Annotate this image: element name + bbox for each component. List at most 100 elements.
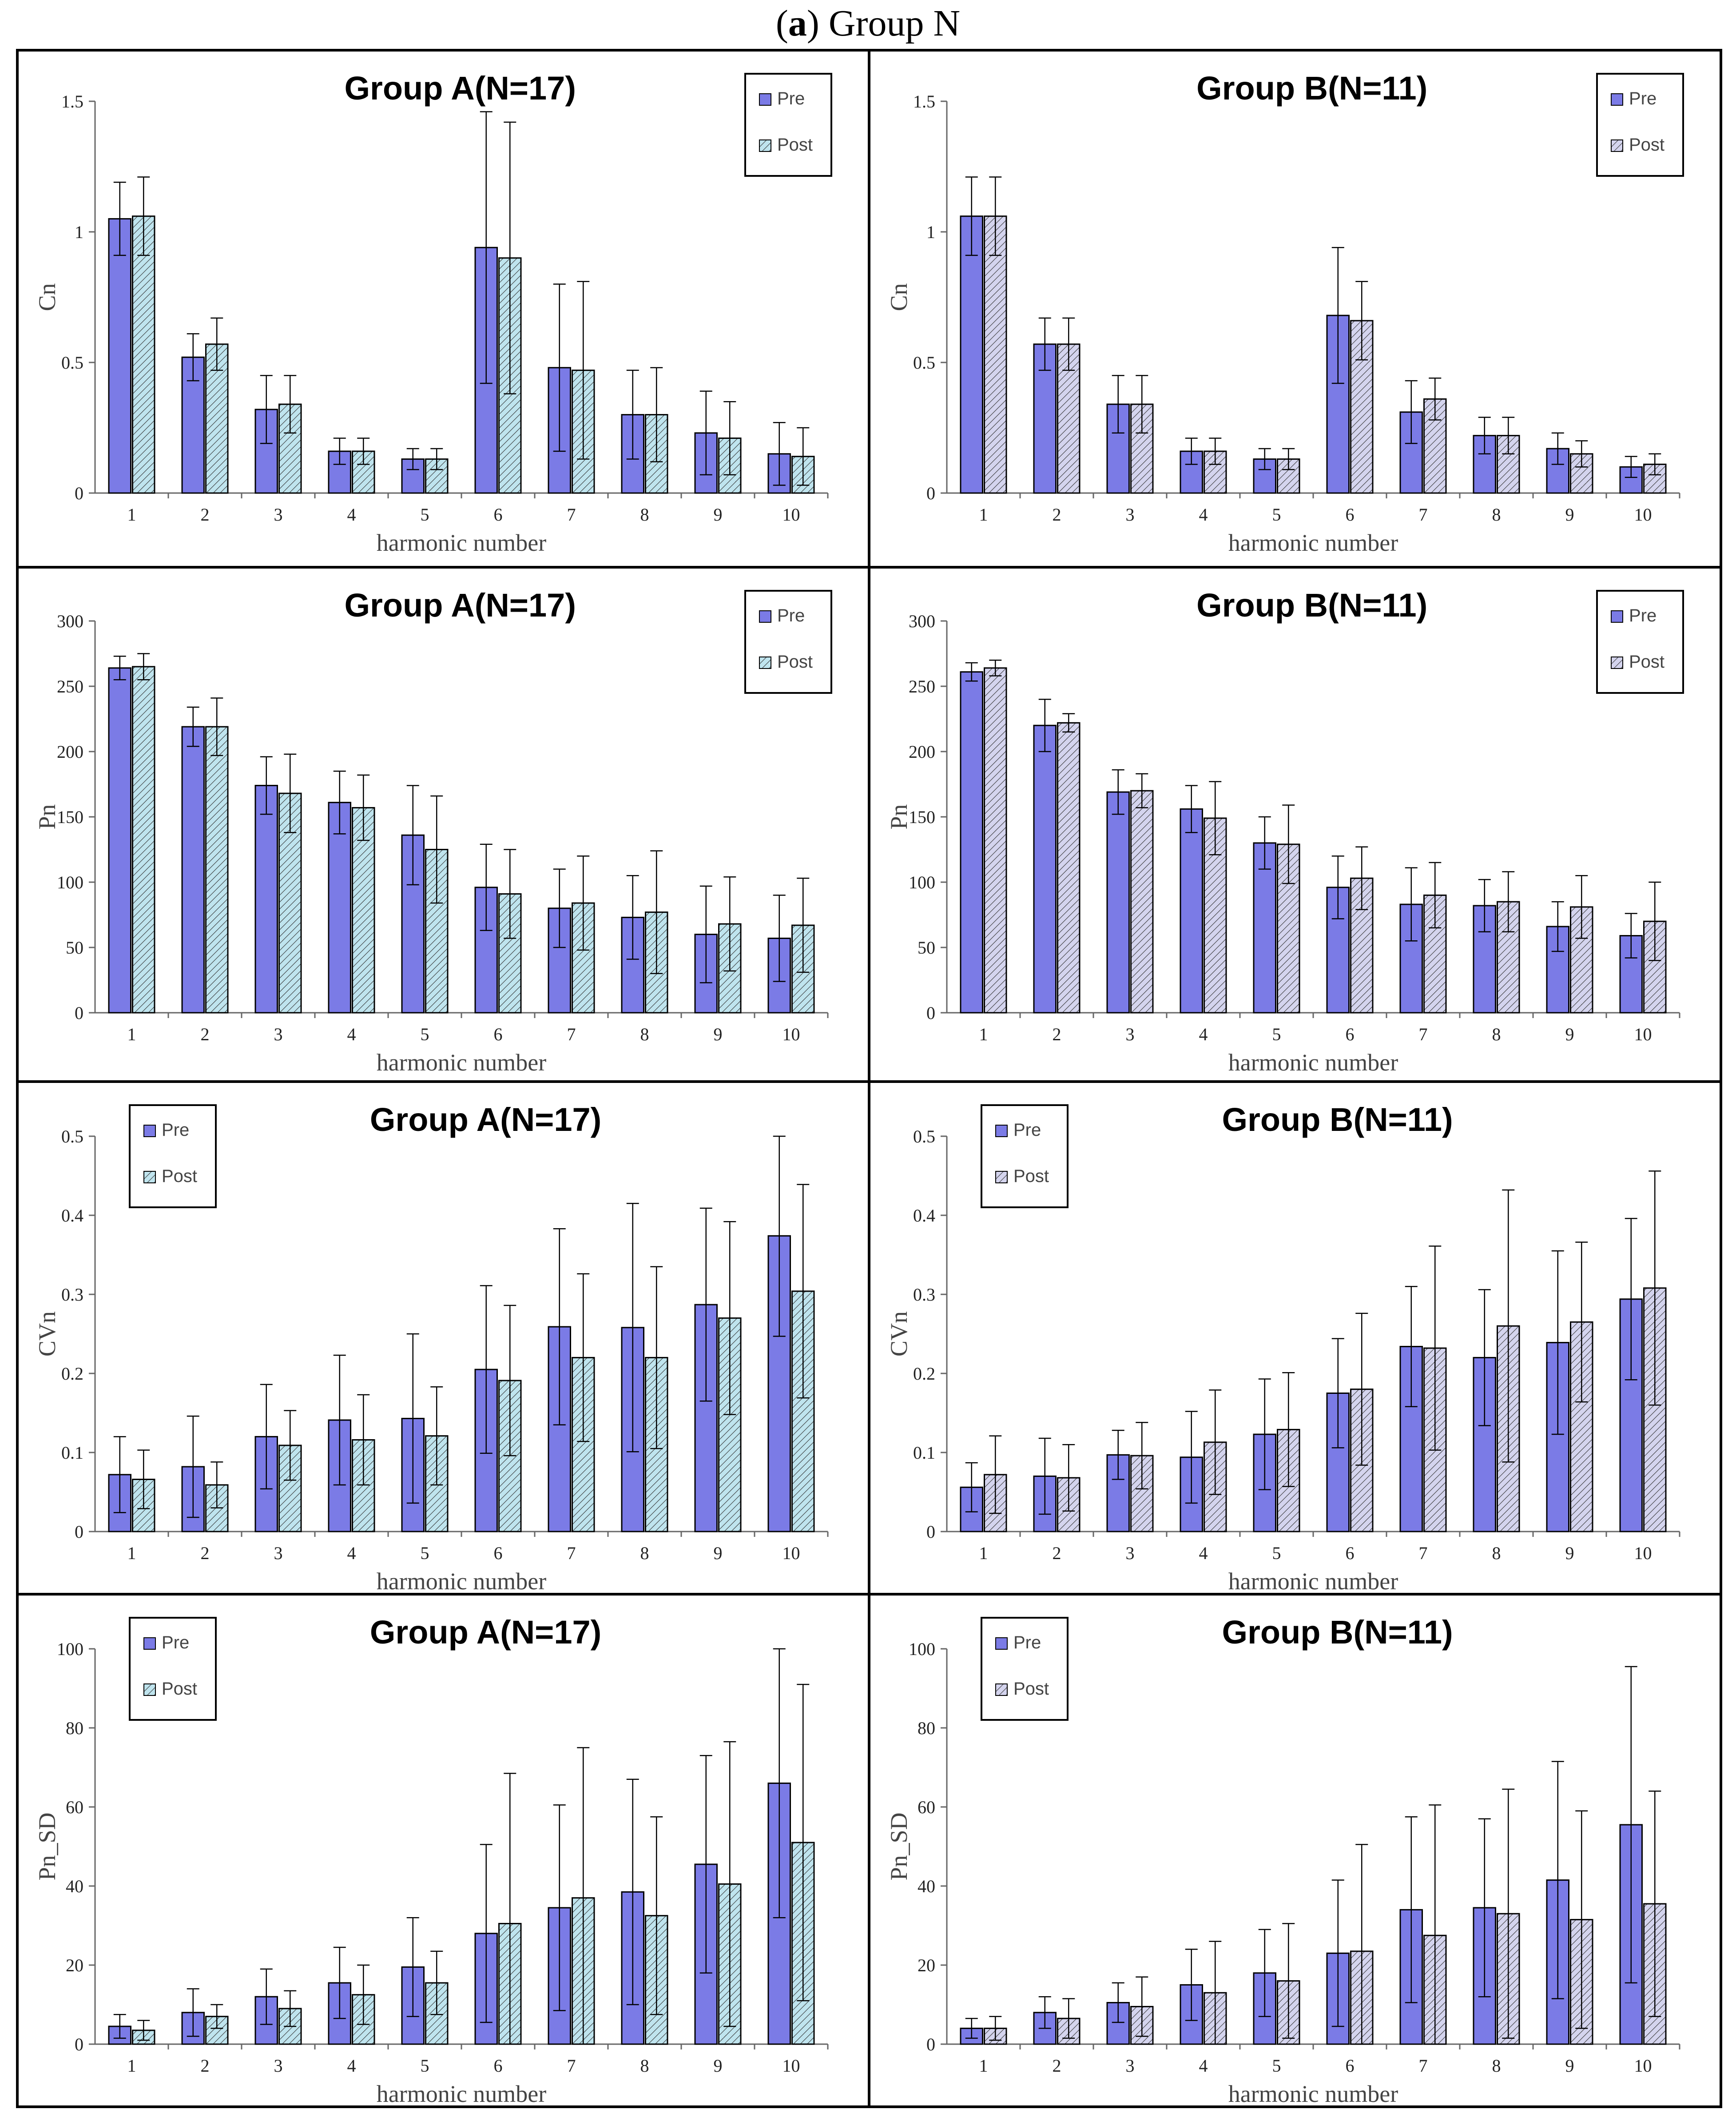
y-tick-label: 0.3 xyxy=(913,1285,935,1305)
x-tick-label: 10 xyxy=(783,1543,800,1563)
legend-swatch-pre xyxy=(759,610,771,623)
pre-bar xyxy=(1253,842,1276,1014)
legend-swatch-pre xyxy=(1611,93,1623,106)
x-tick-label: 3 xyxy=(274,1024,283,1044)
x-tick-label: 5 xyxy=(1272,505,1281,525)
y-axis-label: Pn xyxy=(34,804,60,829)
x-tick-label: 6 xyxy=(1346,2056,1355,2076)
x-tick-label: 10 xyxy=(783,505,800,525)
x-tick-label: 9 xyxy=(714,505,723,525)
x-tick-label: 9 xyxy=(1565,1024,1574,1044)
x-tick-label: 10 xyxy=(783,2056,800,2076)
x-tick-label: 10 xyxy=(783,1024,800,1044)
y-tick-label: 0 xyxy=(75,1003,83,1023)
pre-bar xyxy=(401,1966,425,2045)
legend-label-pre: Pre xyxy=(777,89,805,108)
y-tick-label: 40 xyxy=(918,1876,935,1896)
x-tick-label: 7 xyxy=(1419,1024,1428,1044)
post-bar xyxy=(1643,1287,1667,1532)
post-bar xyxy=(132,666,155,1014)
pre-bar xyxy=(1180,808,1203,1014)
y-tick-label: 0 xyxy=(75,483,83,503)
chart-title: Group A(N=17) xyxy=(370,1614,601,1651)
x-tick-label: 9 xyxy=(1565,505,1574,525)
x-axis-label: harmonic number xyxy=(1228,1568,1398,1593)
y-tick-label: 250 xyxy=(909,676,935,696)
x-tick-label: 10 xyxy=(1634,1024,1652,1044)
y-tick-label: 0 xyxy=(926,2034,935,2054)
legend-label-post: Post xyxy=(1013,1166,1049,1186)
chart-panel-cn-group-a: 0 0.5 1 1.5 1 2 3 4 5 6 7 8 9 10 harmonic number Cn Grou… xyxy=(16,49,870,569)
y-axis-label: Pn xyxy=(886,804,912,829)
y-tick-label: 0.5 xyxy=(913,353,935,373)
chart-panel-cvn-group-a: 0 0.1 0.2 0.3 0.4 0.5 1 2 3 4 5 6 7 8 9 10 harmonic numb… xyxy=(16,1080,870,1596)
x-tick-label: 9 xyxy=(714,2056,723,2076)
y-axis-label: Cn xyxy=(886,283,912,311)
legend-box xyxy=(981,1617,1069,1721)
post-bar xyxy=(205,726,229,1014)
y-tick-label: 40 xyxy=(66,1876,83,1896)
legend-swatch-post xyxy=(1611,657,1623,669)
pre-bar xyxy=(1326,314,1350,494)
x-tick-label: 8 xyxy=(640,1024,649,1044)
legend-swatch-post xyxy=(143,1171,156,1183)
x-tick-label: 6 xyxy=(494,505,503,525)
pre-bar xyxy=(960,215,983,494)
chart-svg: 0 0.1 0.2 0.3 0.4 0.5 1 2 3 4 5 6 7 8 9 10 harmonic numb… xyxy=(886,1101,1680,1593)
x-tick-label: 4 xyxy=(347,2056,356,2076)
y-axis-label: Cn xyxy=(34,283,60,311)
chart-title: Group A(N=17) xyxy=(345,70,576,107)
legend-label-post: Post xyxy=(162,1166,197,1186)
y-tick-label: 300 xyxy=(57,611,83,631)
x-tick-label: 1 xyxy=(979,1543,988,1563)
chart-svg: 0 50 100 150 200 250 300 1 2 3 4 5 6 7 8 9 10 harmonic nu… xyxy=(34,587,832,1076)
y-tick-label: 100 xyxy=(57,872,83,892)
y-tick-label: 0 xyxy=(926,483,935,503)
x-tick-label: 4 xyxy=(347,1543,356,1563)
post-bar xyxy=(352,807,375,1014)
x-tick-label: 10 xyxy=(1634,505,1652,525)
y-tick-label: 20 xyxy=(918,1955,935,1975)
legend-label-post: Post xyxy=(1629,135,1664,155)
y-tick-label: 0.1 xyxy=(61,1443,83,1463)
x-tick-label: 3 xyxy=(1126,2056,1135,2076)
y-tick-label: 300 xyxy=(909,611,935,631)
x-tick-label: 7 xyxy=(567,2056,576,2076)
pre-bar xyxy=(108,218,131,494)
chart-title: Group B(N=11) xyxy=(1196,70,1427,107)
x-tick-label: 7 xyxy=(567,1024,576,1044)
x-tick-label: 2 xyxy=(201,1024,210,1044)
x-tick-label: 4 xyxy=(1199,1024,1208,1044)
x-axis-label: harmonic number xyxy=(377,1049,546,1076)
figure-label: a xyxy=(788,3,807,44)
y-tick-label: 1 xyxy=(926,222,935,242)
y-tick-label: 0.5 xyxy=(61,353,83,373)
y-tick-label: 0.1 xyxy=(913,1443,935,1463)
legend-box xyxy=(981,1104,1069,1208)
chart-panel-cn-group-b: 0 0.5 1 1.5 1 2 3 4 5 6 7 8 9 10 harmonic number Cn Grou… xyxy=(868,49,1722,569)
x-axis-label: harmonic number xyxy=(377,529,546,556)
y-tick-label: 80 xyxy=(918,1718,935,1738)
y-tick-label: 0 xyxy=(75,1522,83,1542)
legend-swatch-post xyxy=(1611,139,1623,152)
x-axis-label: harmonic number xyxy=(1228,1049,1398,1076)
legend-label-post: Post xyxy=(777,135,813,155)
x-tick-label: 3 xyxy=(1126,505,1135,525)
y-tick-label: 50 xyxy=(918,938,935,958)
legend-label-pre: Pre xyxy=(777,606,805,625)
chart-svg: 0 20 40 60 80 100 1 2 3 4 5 6 7 8 9 10 harmonic number Pn… xyxy=(34,1614,829,2105)
chart-panel-pnsd-group-a: 0 20 40 60 80 100 1 2 3 4 5 6 7 8 9 10 harmonic number Pn… xyxy=(16,1593,870,2108)
y-tick-label: 80 xyxy=(66,1718,83,1738)
x-tick-label: 3 xyxy=(274,2056,283,2076)
x-axis-label: harmonic number xyxy=(1228,2081,1398,2105)
x-tick-label: 3 xyxy=(1126,1024,1135,1044)
pre-bar xyxy=(108,667,131,1014)
y-tick-label: 60 xyxy=(66,1797,83,1817)
chart-title: Group B(N=11) xyxy=(1222,1101,1453,1138)
x-tick-label: 7 xyxy=(1419,505,1428,525)
post-bar xyxy=(1057,722,1081,1014)
x-axis-label: harmonic number xyxy=(377,1568,546,1593)
x-tick-label: 8 xyxy=(640,2056,649,2076)
chart-svg: 0 0.5 1 1.5 1 2 3 4 5 6 7 8 9 10 harmonic number Cn Grou… xyxy=(886,70,1684,556)
